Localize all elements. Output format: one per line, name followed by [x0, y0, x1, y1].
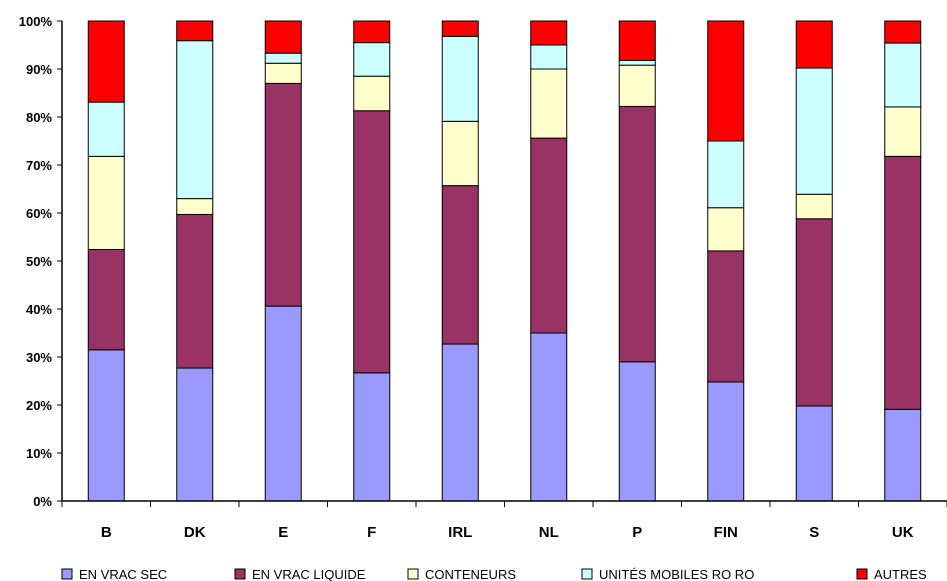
- bar-segment-uk-series-3: [884, 42, 922, 108]
- legend-swatch: [234, 568, 246, 580]
- bar-segment-p-series-0: [618, 361, 656, 502]
- bar-segment-e-series-1: [264, 82, 302, 307]
- legend-label: EN VRAC LIQUIDE: [252, 567, 366, 581]
- bar-segment-uk-series-0: [884, 408, 922, 502]
- legend-label: EN VRAC SEC: [79, 567, 167, 581]
- bar-segment-dk-series-1: [176, 213, 214, 369]
- bars-layer: [87, 20, 922, 502]
- bar-segment-f-series-2: [353, 75, 391, 112]
- x-tick-label: E: [278, 524, 288, 541]
- y-tick-label: 80%: [26, 110, 52, 125]
- bar-segment-fin-series-3: [707, 140, 745, 209]
- legend-item: EN VRAC LIQUIDE: [234, 567, 366, 581]
- bar-segment-b-series-1: [87, 248, 125, 351]
- legend-swatch: [856, 568, 868, 580]
- y-tick-label: 50%: [26, 254, 52, 269]
- bar-segment-fin-series-2: [707, 207, 745, 252]
- legend-item: EN VRAC SEC: [61, 567, 167, 581]
- bar-segment-e-series-0: [264, 305, 302, 502]
- bar-segment-s-series-3: [795, 67, 833, 195]
- bar-segment-nl-series-0: [530, 332, 568, 502]
- bar-segment-irl-series-4: [441, 20, 479, 37]
- bar-segment-nl-series-1: [530, 137, 568, 334]
- legend-swatch: [581, 568, 593, 580]
- x-tick-label: IRL: [448, 524, 472, 541]
- x-tick-label: DK: [184, 524, 206, 541]
- bar-segment-e-series-4: [264, 20, 302, 54]
- bar-segment-p-series-4: [618, 20, 656, 61]
- bar-segment-irl-series-2: [441, 120, 479, 187]
- y-tick-label: 30%: [26, 350, 52, 365]
- legend-item: CONTENEURS: [407, 567, 516, 581]
- legend-label: AUTRES: [874, 567, 927, 581]
- bar-segment-fin-series-1: [707, 250, 745, 383]
- bar-segment-dk-series-4: [176, 20, 214, 42]
- bar-segment-uk-series-4: [884, 20, 922, 44]
- bar-segment-irl-series-1: [441, 185, 479, 345]
- y-tick-label: 40%: [26, 302, 52, 317]
- bar-segment-f-series-4: [353, 20, 391, 44]
- bar-segment-s-series-0: [795, 405, 833, 502]
- bar-segment-e-series-2: [264, 62, 302, 84]
- y-tick-label: 70%: [26, 158, 52, 173]
- bar-segment-nl-series-4: [530, 20, 568, 46]
- x-tick-label: UK: [892, 524, 914, 541]
- x-tick-label: P: [632, 524, 642, 541]
- bar-segment-fin-series-0: [707, 381, 745, 502]
- legend-label: CONTENEURS: [425, 567, 516, 581]
- legend: EN VRAC SEC EN VRAC LIQUIDE CONTENEURS UNIT…: [61, 567, 927, 581]
- bar-segment-f-series-1: [353, 110, 391, 374]
- bar-segment-dk-series-0: [176, 367, 214, 502]
- y-tick-label: 0%: [33, 494, 52, 509]
- x-tick-label: S: [809, 524, 819, 541]
- bar-segment-dk-series-2: [176, 198, 214, 215]
- bar-segment-p-series-3: [618, 59, 656, 66]
- x-tick-label: FIN: [714, 524, 738, 541]
- legend-label: UNITÉS MOBILES RO RO: [599, 567, 754, 581]
- x-tick-label: F: [367, 524, 376, 541]
- bar-segment-s-series-4: [795, 20, 833, 69]
- bar-segment-nl-series-2: [530, 68, 568, 139]
- bar-segment-b-series-3: [87, 101, 125, 157]
- bar-segment-b-series-2: [87, 155, 125, 250]
- axes-layer: 0% 10% 20% 30% 40% 50% 60% 70% 80% 90% 100% B DK E F IR…: [19, 14, 947, 541]
- bar-segment-b-series-0: [87, 349, 125, 502]
- bar-segment-uk-series-1: [884, 155, 922, 410]
- bar-segment-f-series-0: [353, 372, 391, 502]
- x-tick-label: NL: [539, 524, 559, 541]
- bar-segment-p-series-1: [618, 105, 656, 363]
- bar-segment-fin-series-4: [707, 20, 745, 142]
- legend-swatch: [407, 568, 419, 580]
- bar-segment-p-series-2: [618, 64, 656, 107]
- bar-segment-irl-series-3: [441, 35, 479, 122]
- x-tick-label: B: [101, 524, 112, 541]
- legend-item: AUTRES: [856, 567, 927, 581]
- bar-segment-s-series-2: [795, 193, 833, 220]
- bar-segment-uk-series-2: [884, 106, 922, 157]
- legend-item: UNITÉS MOBILES RO RO: [581, 567, 754, 581]
- bar-segment-f-series-3: [353, 42, 391, 77]
- y-tick-label: 90%: [26, 62, 52, 77]
- y-tick-label: 20%: [26, 398, 52, 413]
- bar-segment-dk-series-3: [176, 40, 214, 200]
- bar-segment-b-series-4: [87, 20, 125, 103]
- bar-segment-e-series-3: [264, 52, 302, 64]
- y-tick-label: 10%: [26, 446, 52, 461]
- bar-segment-nl-series-3: [530, 44, 568, 70]
- bar-segment-irl-series-0: [441, 343, 479, 502]
- y-tick-label: 60%: [26, 206, 52, 221]
- y-tick-label: 100%: [19, 14, 53, 29]
- bar-segment-s-series-1: [795, 218, 833, 407]
- legend-swatch: [61, 568, 73, 580]
